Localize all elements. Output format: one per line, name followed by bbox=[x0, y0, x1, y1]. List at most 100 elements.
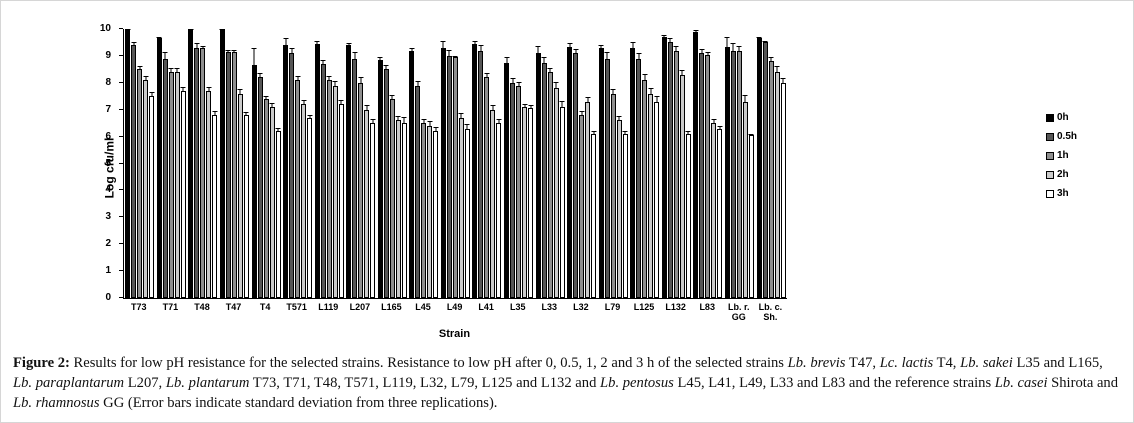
y-tick-mark bbox=[119, 243, 123, 245]
y-tick-mark bbox=[119, 216, 123, 218]
error-bar-line bbox=[750, 133, 752, 137]
error-bar-line bbox=[259, 73, 261, 79]
error-bar-line bbox=[417, 81, 419, 87]
y-tick-mark bbox=[119, 28, 123, 29]
bar-0.5h bbox=[478, 44, 484, 298]
bar-3h bbox=[370, 118, 376, 298]
error-bar-cap bbox=[162, 51, 168, 53]
caption-segment: L207, bbox=[124, 375, 166, 391]
error-bar-cap bbox=[717, 125, 723, 127]
error-bar-line bbox=[618, 116, 620, 122]
error-bar-line bbox=[466, 124, 468, 130]
error-bar-cap bbox=[490, 105, 496, 107]
legend-label: 0h bbox=[1057, 112, 1069, 123]
bar-group bbox=[630, 29, 660, 298]
error-bar-cap bbox=[472, 40, 478, 42]
error-bar-cap bbox=[585, 97, 591, 99]
error-bar-cap bbox=[496, 118, 502, 120]
error-bar-cap bbox=[559, 101, 565, 103]
bar-1h bbox=[231, 50, 237, 298]
error-bar-line bbox=[770, 56, 772, 63]
y-tick-label: 1 bbox=[105, 265, 111, 277]
error-bar-cap bbox=[711, 118, 717, 120]
y-tick-label: 0 bbox=[105, 292, 111, 303]
error-bar-line bbox=[687, 130, 689, 135]
bar-1h bbox=[705, 51, 711, 298]
error-bar-line bbox=[454, 55, 456, 59]
bar-0.5h bbox=[289, 47, 295, 298]
error-bar-cap bbox=[535, 46, 541, 48]
caption-segment: L45, L41, L49, L33 and L83 and the refer… bbox=[673, 375, 995, 391]
error-bar-cap bbox=[630, 42, 636, 44]
error-bar-cap bbox=[591, 130, 597, 132]
error-bar-cap bbox=[143, 75, 149, 77]
error-bar-line bbox=[164, 51, 166, 60]
error-bar-line bbox=[285, 38, 287, 47]
bar-0.5h bbox=[194, 43, 200, 298]
x-tick-label: L125 bbox=[633, 302, 655, 312]
plot-area bbox=[123, 28, 787, 299]
bar-chart: Log cfu/ml 0 1 2 3 4 5 6 7 8 9 10 T73 T71 T48 T47 T4 T5… bbox=[1, 1, 1133, 344]
error-bar-cap bbox=[219, 28, 225, 30]
error-bar-cap bbox=[547, 67, 553, 69]
bar-0h bbox=[472, 40, 478, 298]
y-tick-label: 3 bbox=[105, 211, 111, 223]
bar-2h bbox=[206, 86, 212, 298]
error-bar-line bbox=[372, 118, 374, 125]
error-bar-cap bbox=[137, 66, 143, 68]
bar-2h bbox=[522, 103, 528, 298]
bar-group bbox=[535, 29, 565, 298]
bar-3h bbox=[528, 105, 534, 298]
bar-1h bbox=[389, 94, 395, 298]
error-bar-cap bbox=[395, 116, 401, 118]
error-bar-line bbox=[524, 103, 526, 109]
bar-group bbox=[440, 29, 470, 298]
error-bar-line bbox=[322, 59, 324, 65]
x-tick-label: T71 bbox=[162, 302, 179, 312]
error-bar-line bbox=[176, 67, 178, 74]
bar-1h bbox=[168, 67, 174, 298]
error-bar-cap bbox=[257, 73, 263, 75]
error-bar-line bbox=[644, 74, 646, 82]
x-tick-label: L83 bbox=[699, 302, 715, 312]
bar-2h bbox=[774, 66, 780, 298]
error-bar-line bbox=[575, 48, 577, 55]
caption-segment: Lb. sakei bbox=[960, 355, 1013, 371]
error-bar-line bbox=[297, 75, 299, 82]
error-bar-line bbox=[309, 114, 311, 119]
error-bar-cap bbox=[243, 112, 249, 114]
bar-group bbox=[251, 29, 281, 298]
bar-2h bbox=[616, 116, 622, 298]
bar-3h bbox=[275, 128, 281, 298]
caption-segment: Lc. lactis bbox=[879, 355, 934, 371]
legend-item: 0.5h bbox=[1046, 132, 1077, 142]
x-tick-label: L165 bbox=[381, 302, 402, 312]
bar-2h bbox=[143, 75, 149, 298]
x-tick-label: L207 bbox=[349, 302, 371, 312]
error-bar-line bbox=[764, 40, 766, 44]
y-tick-label: 7 bbox=[105, 103, 111, 115]
bar-0.5h bbox=[383, 64, 389, 298]
bar-0.5h bbox=[162, 51, 168, 298]
error-bar-line bbox=[669, 38, 671, 44]
bar-0.5h bbox=[131, 42, 137, 298]
error-bar-line bbox=[726, 36, 728, 48]
bar-3h bbox=[654, 95, 660, 298]
caption-segment: T47, bbox=[845, 355, 880, 371]
error-bar-cap bbox=[383, 64, 389, 66]
bar-0h bbox=[504, 56, 510, 298]
y-tick-label: 2 bbox=[105, 238, 111, 250]
bar-2h bbox=[332, 81, 338, 298]
bar-0h bbox=[535, 46, 541, 298]
error-bar-line bbox=[340, 99, 342, 106]
y-tick-mark bbox=[119, 270, 123, 272]
bar-3h bbox=[180, 86, 186, 298]
bar-0h bbox=[188, 28, 194, 298]
bar-1h bbox=[610, 89, 616, 298]
error-bar-line bbox=[650, 87, 652, 95]
error-bar-line bbox=[758, 36, 760, 40]
error-bar-line bbox=[227, 50, 229, 53]
y-tick-mark bbox=[119, 81, 123, 83]
error-bar-cap bbox=[616, 116, 622, 118]
error-bar-line bbox=[600, 44, 602, 49]
